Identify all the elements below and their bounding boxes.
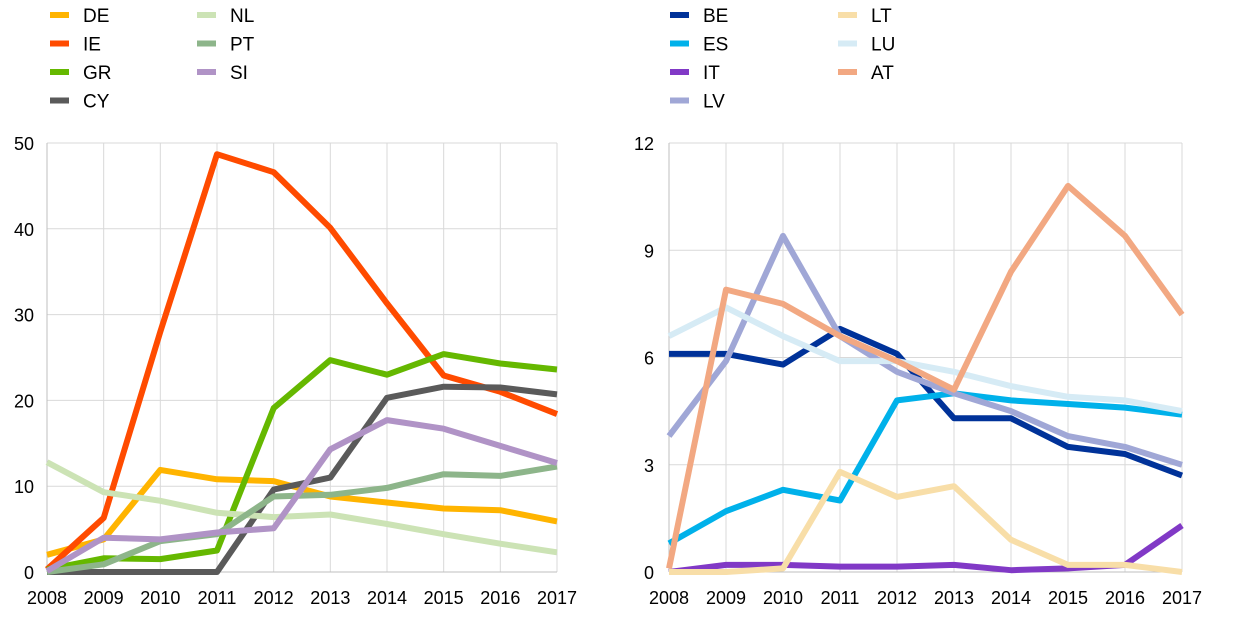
series-line-es [667, 390, 1183, 547]
legend-label-pt: PT [230, 35, 255, 56]
y-tick-label: 6 [644, 349, 654, 369]
x-tick-label: 2016 [1105, 588, 1145, 608]
series-line-lv [666, 232, 1183, 468]
series-line-cy [47, 383, 558, 575]
right-panel-chart: 0 3 6 9 12 2008 2009 2010 2011 2012 2013 2014 2015 20… [634, 6, 1202, 608]
legend: DE IE GR CY NL PT SI [50, 6, 255, 113]
y-tick-label: 10 [14, 477, 34, 497]
legend-label-ie: IE [83, 35, 101, 56]
x-tick-label: 2014 [367, 588, 407, 608]
y-tick-label: 12 [634, 134, 654, 154]
legend-label-lt: LT [871, 6, 892, 27]
series-line-at [666, 182, 1185, 570]
y-tick-label: 0 [644, 563, 654, 583]
x-tick-label: 2015 [1048, 588, 1088, 608]
series-line-lt [669, 468, 1183, 575]
series-line-gr [46, 351, 558, 573]
y-tick-label: 30 [14, 306, 34, 326]
x-tick-label: 2013 [310, 588, 350, 608]
x-tick-label: 2011 [821, 588, 860, 608]
x-tick-label: 2008 [27, 588, 67, 608]
x-tick-label: 2014 [991, 588, 1031, 608]
x-tick-label: 2011 [198, 588, 237, 608]
x-tick-label: 2017 [537, 588, 577, 608]
x-tick-label: 2009 [84, 588, 124, 608]
legend: BE ES IT LV LT LU AT [670, 6, 895, 113]
x-tick-label: 2010 [763, 588, 803, 608]
series-line-nl [45, 459, 558, 556]
y-tick-label: 20 [14, 391, 34, 411]
y-tick-label: 9 [644, 241, 654, 261]
legend-label-de: DE [83, 6, 109, 27]
legend-label-lu: LU [871, 35, 895, 56]
series-line-pt [46, 463, 558, 575]
x-tick-label: 2012 [877, 588, 917, 608]
legend-label-cy: CY [83, 92, 110, 113]
legend-label-it: IT [703, 63, 720, 84]
x-tick-label: 2013 [934, 588, 974, 608]
y-tick-label: 3 [644, 456, 654, 476]
legend-label-gr: GR [83, 63, 112, 84]
series-line-lu [667, 304, 1183, 415]
x-tick-label: 2016 [480, 588, 520, 608]
y-tick-label: 50 [14, 134, 34, 154]
legend-label-at: AT [871, 63, 894, 84]
legend-label-nl: NL [230, 6, 254, 27]
x-tick-label: 2017 [1162, 588, 1202, 608]
series-line-si [45, 417, 558, 574]
legend-label-es: ES [703, 35, 728, 56]
x-tick-label: 2012 [254, 588, 294, 608]
legend-label-si: SI [230, 63, 248, 84]
x-tick-label: 2008 [649, 588, 689, 608]
y-tick-label: 0 [24, 563, 34, 583]
x-tick-label: 2010 [140, 588, 180, 608]
gridlines [47, 142, 558, 572]
x-tick-label: 2009 [706, 588, 746, 608]
legend-label-be: BE [703, 6, 728, 27]
legend-label-lv: LV [703, 92, 725, 113]
left-panel-chart: 0 10 20 30 40 50 2008 2009 2010 2011 2012 2013 2014 2… [14, 6, 577, 608]
x-tick-label: 2015 [424, 588, 464, 608]
series-line-be [669, 325, 1184, 479]
series-line-ie [44, 151, 559, 572]
y-tick-label: 40 [14, 220, 34, 240]
